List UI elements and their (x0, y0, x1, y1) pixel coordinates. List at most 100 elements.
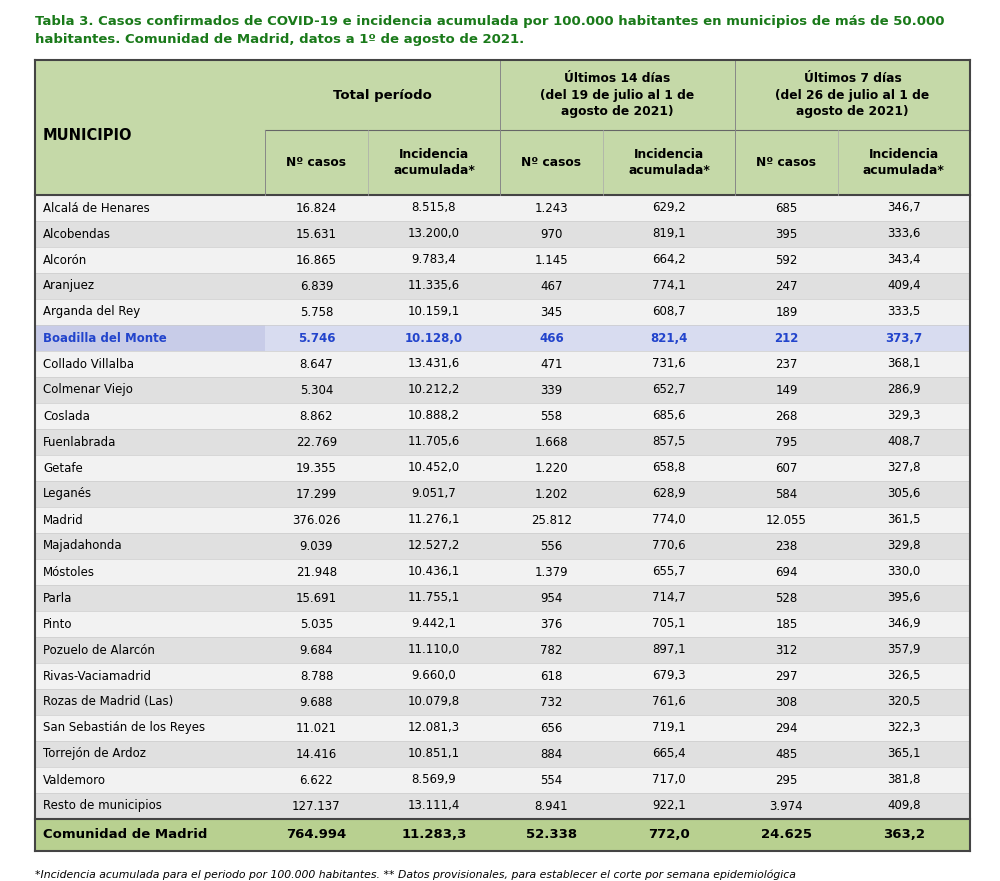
Text: 655,7: 655,7 (652, 566, 686, 579)
Text: 343,4: 343,4 (887, 254, 921, 266)
Text: Coslada: Coslada (43, 410, 90, 423)
Text: 8.647: 8.647 (300, 358, 333, 371)
Text: 954: 954 (540, 591, 563, 604)
Text: Arganda del Rey: Arganda del Rey (43, 306, 140, 319)
Text: 286,9: 286,9 (887, 383, 921, 396)
Text: 12.527,2: 12.527,2 (408, 539, 460, 552)
Text: 373,7: 373,7 (885, 331, 922, 344)
Text: Incidencia
acumulada*: Incidencia acumulada* (863, 148, 945, 177)
Text: Alcorón: Alcorón (43, 254, 87, 266)
Text: 409,8: 409,8 (887, 799, 921, 812)
Bar (35, 533, 970, 559)
Text: 618: 618 (540, 670, 563, 683)
Text: 9.051,7: 9.051,7 (412, 487, 456, 500)
Text: 556: 556 (540, 539, 563, 552)
Text: 13.200,0: 13.200,0 (408, 227, 460, 241)
Text: 884: 884 (540, 747, 563, 760)
Bar (35, 377, 970, 403)
Text: 9.783,4: 9.783,4 (412, 254, 456, 266)
Text: 9.442,1: 9.442,1 (411, 618, 456, 631)
Text: 772,0: 772,0 (648, 828, 690, 841)
Bar (35, 247, 970, 273)
Text: Comunidad de Madrid: Comunidad de Madrid (43, 828, 207, 841)
Text: Colmenar Viejo: Colmenar Viejo (43, 383, 133, 396)
Text: Últimos 14 días
(del 19 de julio al 1 de
agosto de 2021): Últimos 14 días (del 19 de julio al 1 de… (540, 72, 695, 117)
Text: 11.283,3: 11.283,3 (401, 828, 467, 841)
Text: 732: 732 (540, 695, 563, 708)
Text: 238: 238 (775, 539, 798, 552)
Text: 345: 345 (540, 306, 563, 319)
Text: 297: 297 (775, 670, 798, 683)
Text: 467: 467 (540, 279, 563, 292)
Text: Nº casos: Nº casos (756, 156, 816, 169)
Text: Alcobendas: Alcobendas (43, 227, 111, 241)
Text: 774,1: 774,1 (652, 279, 686, 292)
Text: 10.851,1: 10.851,1 (408, 747, 460, 760)
Text: 3.974: 3.974 (770, 799, 803, 812)
Text: 5.304: 5.304 (300, 383, 333, 396)
Text: 308: 308 (775, 695, 797, 708)
Text: 9.039: 9.039 (300, 539, 333, 552)
Text: 10.128,0: 10.128,0 (405, 331, 463, 344)
Text: 1.145: 1.145 (535, 254, 568, 266)
Text: 381,8: 381,8 (887, 774, 921, 787)
Text: 268: 268 (775, 410, 798, 423)
Text: 5.758: 5.758 (300, 306, 333, 319)
Text: Madrid: Madrid (43, 514, 84, 527)
Text: 8.569,9: 8.569,9 (412, 774, 456, 787)
Text: 608,7: 608,7 (652, 306, 686, 319)
Text: 970: 970 (540, 227, 563, 241)
Text: Torrejón de Ardoz: Torrejón de Ardoz (43, 747, 146, 760)
Text: 333,5: 333,5 (887, 306, 921, 319)
Text: 21.948: 21.948 (296, 566, 337, 579)
Bar (35, 663, 970, 689)
Text: Nº casos: Nº casos (521, 156, 581, 169)
Text: habitantes. Comunidad de Madrid, datos a 1º de agosto de 2021.: habitantes. Comunidad de Madrid, datos a… (35, 33, 524, 47)
Text: Fuenlabrada: Fuenlabrada (43, 435, 116, 448)
Text: 24.625: 24.625 (761, 828, 812, 841)
Text: 11.705,6: 11.705,6 (408, 435, 460, 448)
Text: 8.788: 8.788 (300, 670, 333, 683)
Text: 819,1: 819,1 (652, 227, 686, 241)
Text: MUNICIPIO: MUNICIPIO (43, 128, 132, 143)
Bar (35, 351, 970, 377)
Text: 15.631: 15.631 (296, 227, 337, 241)
Text: 376.026: 376.026 (292, 514, 341, 527)
Bar (35, 325, 265, 351)
Text: 1.202: 1.202 (535, 487, 568, 500)
Text: 312: 312 (775, 643, 798, 656)
Text: 294: 294 (775, 722, 798, 735)
Text: 185: 185 (775, 618, 798, 631)
Bar (35, 767, 970, 793)
Text: 665,4: 665,4 (652, 747, 686, 760)
Text: Alcalá de Henares: Alcalá de Henares (43, 202, 150, 214)
Text: 11.755,1: 11.755,1 (408, 591, 460, 604)
Text: 247: 247 (775, 279, 798, 292)
Text: 368,1: 368,1 (887, 358, 921, 371)
Bar (35, 819, 970, 851)
Text: 14.416: 14.416 (296, 747, 337, 760)
Bar (35, 585, 970, 611)
Text: 9.660,0: 9.660,0 (412, 670, 456, 683)
Text: Tabla 3. Casos confirmados de COVID-19 e incidencia acumulada por 100.000 habita: Tabla 3. Casos confirmados de COVID-19 e… (35, 16, 944, 28)
Bar (35, 793, 970, 819)
Text: Incidencia
acumulada*: Incidencia acumulada* (628, 148, 710, 177)
Text: 554: 554 (540, 774, 563, 787)
Text: 19.355: 19.355 (296, 462, 337, 475)
Text: 11.335,6: 11.335,6 (408, 279, 460, 292)
Text: Rozas de Madrid (Las): Rozas de Madrid (Las) (43, 695, 173, 708)
Text: 363,2: 363,2 (883, 828, 925, 841)
Bar (35, 611, 970, 637)
Text: Aranjuez: Aranjuez (43, 279, 95, 292)
Text: 528: 528 (775, 591, 798, 604)
Text: Pozuelo de Alarcón: Pozuelo de Alarcón (43, 643, 155, 656)
Text: 774,0: 774,0 (652, 514, 686, 527)
Text: 52.338: 52.338 (526, 828, 577, 841)
Text: 376: 376 (540, 618, 563, 631)
Text: Total período: Total período (333, 88, 432, 101)
Text: 327,8: 327,8 (887, 462, 921, 475)
Text: 897,1: 897,1 (652, 643, 686, 656)
Bar (35, 741, 970, 767)
Text: 237: 237 (775, 358, 798, 371)
Text: Collado Villalba: Collado Villalba (43, 358, 134, 371)
